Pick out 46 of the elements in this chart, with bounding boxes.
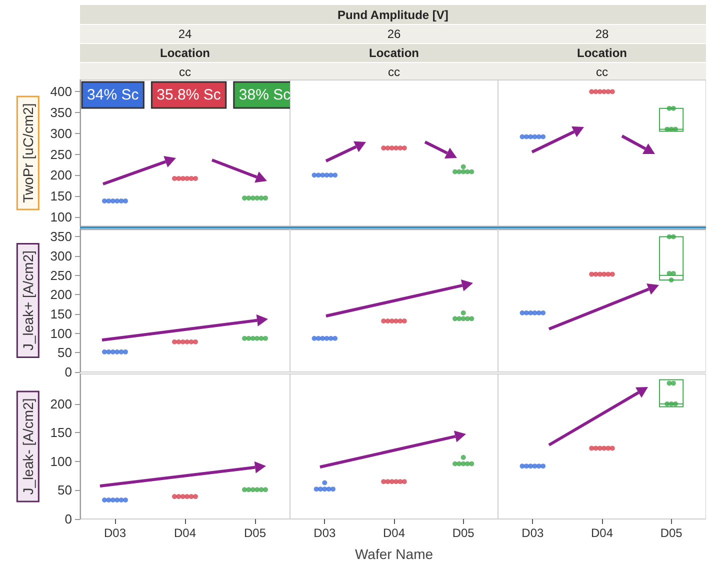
chart-subtitle: Location [498, 44, 706, 62]
y-tick-label: 150 [50, 306, 72, 322]
y-tick-label: 300 [50, 126, 72, 141]
x-axis-title: Wafer Name [354, 546, 434, 561]
chart-title: 28 [498, 25, 706, 43]
chart-title: 26 [290, 25, 498, 43]
x-tick-label: D04 [382, 526, 406, 540]
text: cc [290, 63, 498, 80]
text: 38% Sc [238, 86, 292, 104]
y-tick-label: 200 [50, 396, 72, 412]
x-tick-label: D04 [174, 526, 196, 540]
chart-subtitle: Location [80, 44, 290, 62]
y-axis-title: TwoPr [uC/cm2] [20, 103, 36, 203]
y-axis-title: J_leak- [A/cm2] [20, 398, 36, 495]
y-tick-label: 400 [50, 84, 72, 100]
x-tick-label: D03 [104, 526, 126, 540]
y-axis-title: J_leak+ [A/cm2] [20, 250, 36, 350]
y-tick-label: 150 [50, 188, 72, 204]
y-tick-label: 250 [50, 268, 72, 283]
x-tick-label: D05 [244, 526, 266, 540]
y-tick-label: 0 [64, 512, 72, 526]
x-tick-label: D03 [522, 526, 544, 540]
text: Pund Amplitude [V] [80, 5, 706, 24]
y-tick-label: 150 [50, 425, 72, 440]
y-tick-label: 100 [50, 454, 72, 469]
x-tick-label: D03 [314, 526, 336, 540]
y-tick-label: 100 [50, 326, 72, 341]
y-tick-label: 250 [50, 146, 72, 162]
text: cc [80, 63, 290, 80]
x-tick-label: D04 [590, 526, 614, 540]
x-tick-label: D05 [452, 526, 475, 540]
y-tick-label: 350 [50, 229, 72, 244]
y-tick-label: 0 [64, 364, 72, 380]
text: 35.8% Sc [156, 86, 222, 104]
x-tick-label: D05 [660, 526, 683, 540]
chart-title: 24 [80, 25, 290, 43]
y-tick-label: 50 [58, 482, 72, 498]
text: cc [498, 63, 706, 80]
chart-subtitle: Location [290, 44, 498, 62]
y-tick-label: 200 [50, 287, 72, 302]
y-tick-label: 350 [50, 105, 72, 120]
y-tick-label: 100 [50, 209, 72, 224]
y-tick-label: 300 [50, 248, 72, 264]
text: 34% Sc [86, 86, 140, 104]
y-tick-label: 50 [58, 345, 72, 360]
y-tick-label: 200 [50, 168, 72, 183]
